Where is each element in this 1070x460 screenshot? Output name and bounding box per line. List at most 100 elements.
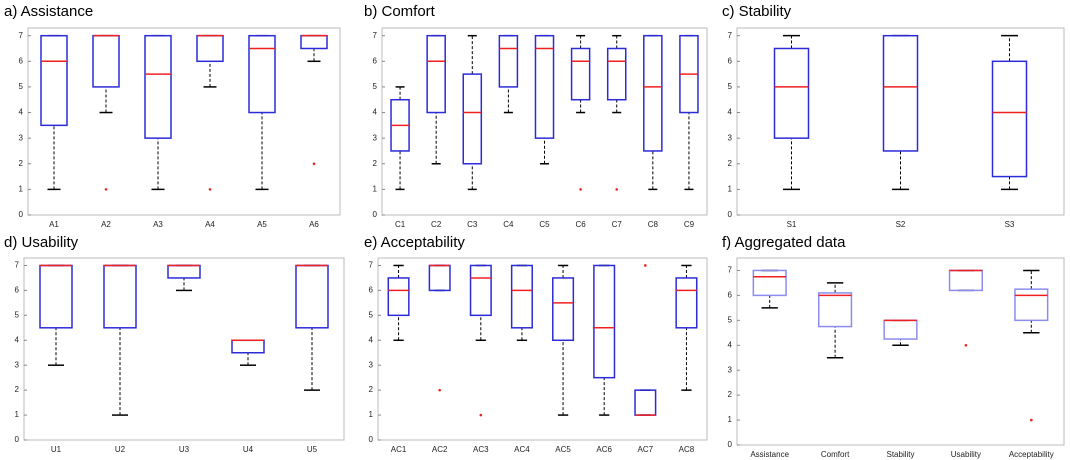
y-tick-label: 5 (15, 310, 20, 319)
panel-title: f) Aggregated data (722, 234, 846, 251)
x-tick-label: AC5 (555, 445, 571, 454)
x-tick-label: AC8 (679, 445, 695, 454)
box (773, 47, 810, 139)
x-tick-label: U2 (115, 445, 126, 454)
y-tick-label: 0 (728, 440, 733, 449)
box (498, 34, 519, 88)
box (462, 73, 483, 165)
box (606, 47, 627, 101)
outlier (312, 162, 316, 166)
box (570, 47, 591, 101)
y-tick-label: 4 (15, 335, 20, 344)
box (1014, 288, 1049, 322)
y-tick-label: 3 (15, 360, 20, 369)
x-tick-label: S2 (896, 220, 906, 229)
y-tick-label: 0 (19, 210, 24, 219)
y-tick-label: 7 (15, 261, 20, 270)
x-tick-label: U3 (179, 445, 190, 454)
y-tick-label: 4 (19, 108, 24, 117)
x-tick-label: AC7 (638, 445, 654, 454)
y-tick-label: 2 (15, 385, 20, 394)
panel-title: c) Stability (722, 3, 792, 20)
x-tick-label: S1 (787, 220, 797, 229)
plot-frame (377, 257, 708, 441)
x-tick-label: Stability (886, 450, 914, 459)
outlier (208, 188, 212, 191)
box (991, 60, 1028, 178)
x-tick-label: Usability (951, 450, 981, 459)
box (426, 34, 446, 114)
panel-title: b) Comfort (364, 3, 436, 20)
panel-title: e) Acceptability (364, 234, 465, 251)
y-tick-label: 5 (373, 82, 378, 91)
x-tick-label: Comfort (821, 450, 850, 459)
y-tick-label: 7 (728, 266, 733, 275)
x-tick-label: U5 (307, 445, 318, 454)
x-tick-label: C9 (684, 220, 695, 229)
x-tick-label: AC6 (596, 445, 612, 454)
x-tick-label: A5 (257, 220, 267, 229)
y-tick-label: 6 (369, 286, 374, 295)
x-tick-label: Acceptability (1009, 450, 1054, 459)
y-tick-label: 5 (728, 82, 733, 91)
y-tick-label: 6 (728, 56, 733, 65)
y-tick-label: 4 (728, 340, 733, 349)
x-tick-label: C1 (395, 220, 406, 229)
y-tick-label: 0 (728, 210, 733, 219)
y-tick-label: 7 (19, 31, 24, 40)
x-tick-label: C3 (467, 220, 478, 229)
panel-title: a) Assistance (4, 3, 93, 20)
x-tick-label: C7 (612, 220, 623, 229)
y-tick-label: 2 (369, 385, 374, 394)
y-tick-label: 0 (15, 435, 20, 444)
box (882, 34, 919, 152)
y-tick-label: 3 (369, 360, 374, 369)
y-tick-label: 7 (369, 261, 374, 270)
x-tick-label: U1 (51, 445, 62, 454)
x-tick-label: U4 (243, 445, 254, 454)
outlier (644, 264, 647, 267)
y-tick-label: 4 (369, 335, 374, 344)
y-tick-label: 2 (728, 390, 733, 399)
x-tick-label: C4 (503, 220, 514, 229)
panel-title: d) Usability (4, 234, 79, 251)
x-tick-label: Assistance (750, 450, 789, 459)
y-tick-label: 0 (369, 435, 374, 444)
y-tick-label: 1 (373, 184, 378, 193)
y-tick-label: 1 (19, 184, 24, 193)
x-tick-label: C2 (431, 220, 442, 229)
y-tick-label: 2 (728, 159, 733, 168)
plot-frame (27, 27, 341, 216)
outlier (438, 388, 441, 392)
outlier (964, 343, 968, 347)
y-tick-label: 2 (19, 159, 24, 168)
y-tick-label: 2 (373, 159, 378, 168)
box (387, 277, 410, 317)
box (469, 264, 492, 317)
outlier (479, 413, 483, 417)
box (552, 277, 575, 342)
box (248, 34, 276, 114)
box (593, 264, 616, 379)
x-tick-label: AC3 (473, 445, 489, 454)
y-tick-label: 0 (373, 210, 378, 219)
y-tick-label: 3 (373, 133, 378, 142)
x-tick-label: A3 (153, 220, 163, 229)
box (752, 269, 787, 297)
y-tick-label: 3 (19, 133, 24, 142)
x-tick-label: S3 (1005, 220, 1015, 229)
x-tick-label: A6 (309, 220, 319, 229)
outlier (1030, 418, 1033, 422)
x-tick-label: A1 (49, 220, 59, 229)
box (510, 264, 533, 329)
x-tick-label: AC4 (514, 445, 530, 454)
box (40, 34, 68, 127)
y-tick-label: 1 (15, 410, 20, 419)
y-tick-label: 7 (373, 31, 378, 40)
x-tick-label: A2 (101, 220, 111, 229)
y-tick-label: 1 (369, 410, 374, 419)
box (534, 34, 555, 139)
x-tick-label: A4 (205, 220, 215, 229)
y-tick-label: 1 (728, 184, 733, 193)
box (144, 34, 172, 139)
